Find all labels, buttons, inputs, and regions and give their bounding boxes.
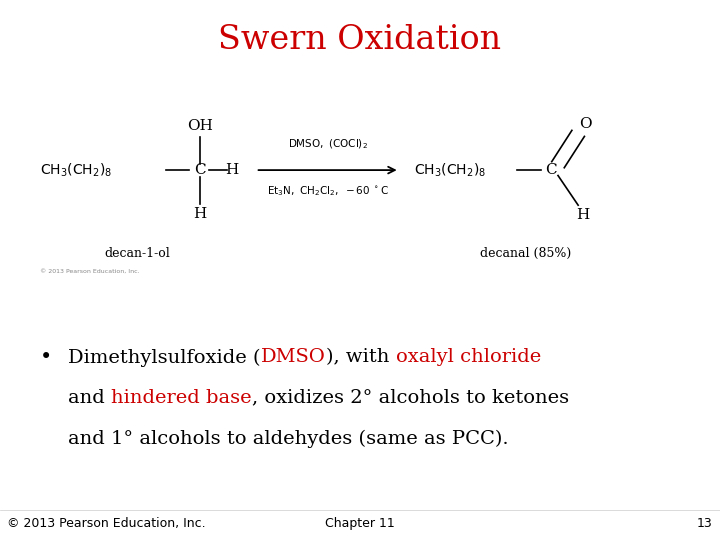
Text: C: C bbox=[545, 163, 557, 177]
Text: C: C bbox=[194, 163, 206, 177]
Text: © 2013 Pearson Education, Inc.: © 2013 Pearson Education, Inc. bbox=[7, 517, 206, 530]
Text: Swern Oxidation: Swern Oxidation bbox=[218, 24, 502, 56]
Text: and: and bbox=[68, 389, 112, 407]
Text: Dimethylsulfoxide (: Dimethylsulfoxide ( bbox=[68, 348, 261, 367]
Text: ), with: ), with bbox=[326, 348, 395, 366]
Text: and 1° alcohols to aldehydes (same as PCC).: and 1° alcohols to aldehydes (same as PC… bbox=[68, 429, 509, 448]
Text: DMSO: DMSO bbox=[261, 348, 326, 366]
Text: decan-1-ol: decan-1-ol bbox=[104, 247, 170, 260]
Text: Chapter 11: Chapter 11 bbox=[325, 517, 395, 530]
Text: $\mathregular{CH_3(CH_2)_8}$: $\mathregular{CH_3(CH_2)_8}$ bbox=[40, 161, 112, 179]
Text: OH: OH bbox=[187, 119, 213, 133]
Text: $\mathregular{Et_3N,\ CH_2Cl_2,\ -60\ ^\circ C}$: $\mathregular{Et_3N,\ CH_2Cl_2,\ -60\ ^\… bbox=[266, 184, 389, 198]
Text: H: H bbox=[576, 208, 589, 222]
Text: 13: 13 bbox=[697, 517, 713, 530]
Text: $\mathregular{DMSO,\ (COCl)_2}$: $\mathregular{DMSO,\ (COCl)_2}$ bbox=[287, 137, 368, 151]
Text: decanal (85%): decanal (85%) bbox=[480, 247, 571, 260]
Text: , oxidizes 2° alcohols to ketones: , oxidizes 2° alcohols to ketones bbox=[252, 389, 569, 407]
Text: H: H bbox=[225, 163, 238, 177]
Text: hindered base: hindered base bbox=[112, 389, 252, 407]
Text: O: O bbox=[579, 117, 592, 131]
Text: H: H bbox=[194, 207, 207, 221]
Text: •: • bbox=[40, 348, 52, 367]
Text: $\mathregular{CH_3(CH_2)_8}$: $\mathregular{CH_3(CH_2)_8}$ bbox=[414, 161, 486, 179]
Text: oxalyl chloride: oxalyl chloride bbox=[395, 348, 541, 366]
Text: © 2013 Pearson Education, Inc.: © 2013 Pearson Education, Inc. bbox=[40, 269, 139, 274]
